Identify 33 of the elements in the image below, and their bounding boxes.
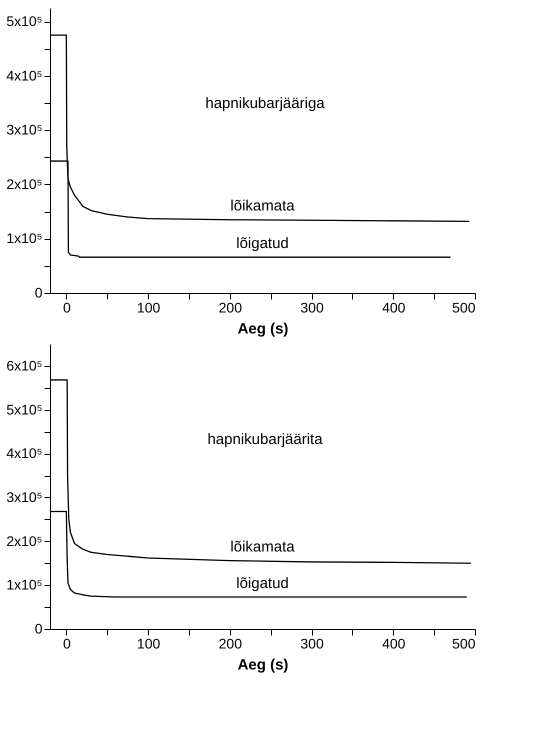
series-label: lõikamata	[230, 538, 296, 556]
y-tick-label: 4x10⁵	[6, 445, 42, 462]
y-tick-label: 0	[34, 284, 43, 300]
x-axis-title: Aeg (s)	[238, 656, 288, 674]
y-tick-label: 2x10⁵	[6, 176, 42, 192]
x-axis-title: Aeg (s)	[238, 320, 288, 338]
y-tick-label: 5x10⁵	[6, 401, 42, 418]
y-tick-label: 1x10⁵	[6, 576, 42, 593]
x-tick-label: 0	[62, 636, 71, 652]
x-tick-label: 400	[382, 636, 406, 652]
y-tick-label: 3x10⁵	[6, 488, 42, 505]
y-tick-label: 4x10⁵	[6, 67, 42, 84]
x-tick-label: 100	[136, 300, 160, 316]
y-tick-label: 0	[34, 620, 43, 636]
y-tick-label: 1x10⁵	[6, 230, 42, 246]
x-tick-label: 300	[300, 636, 324, 652]
series-label: lõigatud	[236, 574, 289, 592]
annotation: hapnikubarjäärita	[207, 431, 324, 448]
x-tick-label: 100	[136, 636, 160, 652]
y-tick-label: 3x10⁵	[6, 122, 42, 138]
annotation: hapnikubarjääriga	[205, 95, 326, 112]
x-tick-label: 200	[218, 300, 242, 316]
x-tick-label: 300	[300, 300, 324, 316]
x-tick-label: 200	[218, 636, 242, 652]
x-tick-label: 400	[382, 300, 406, 316]
x-tick-label: 500	[452, 300, 476, 316]
y-tick-label: 2x10⁵	[6, 532, 42, 549]
series-label: lõikamata	[230, 198, 296, 215]
y-tick-label: 6x10⁵	[6, 357, 42, 374]
series-label: lõigatud	[236, 235, 289, 252]
x-tick-label: 0	[62, 300, 71, 316]
y-tick-label: 5x10⁵	[6, 13, 42, 30]
x-tick-label: 500	[452, 636, 476, 652]
